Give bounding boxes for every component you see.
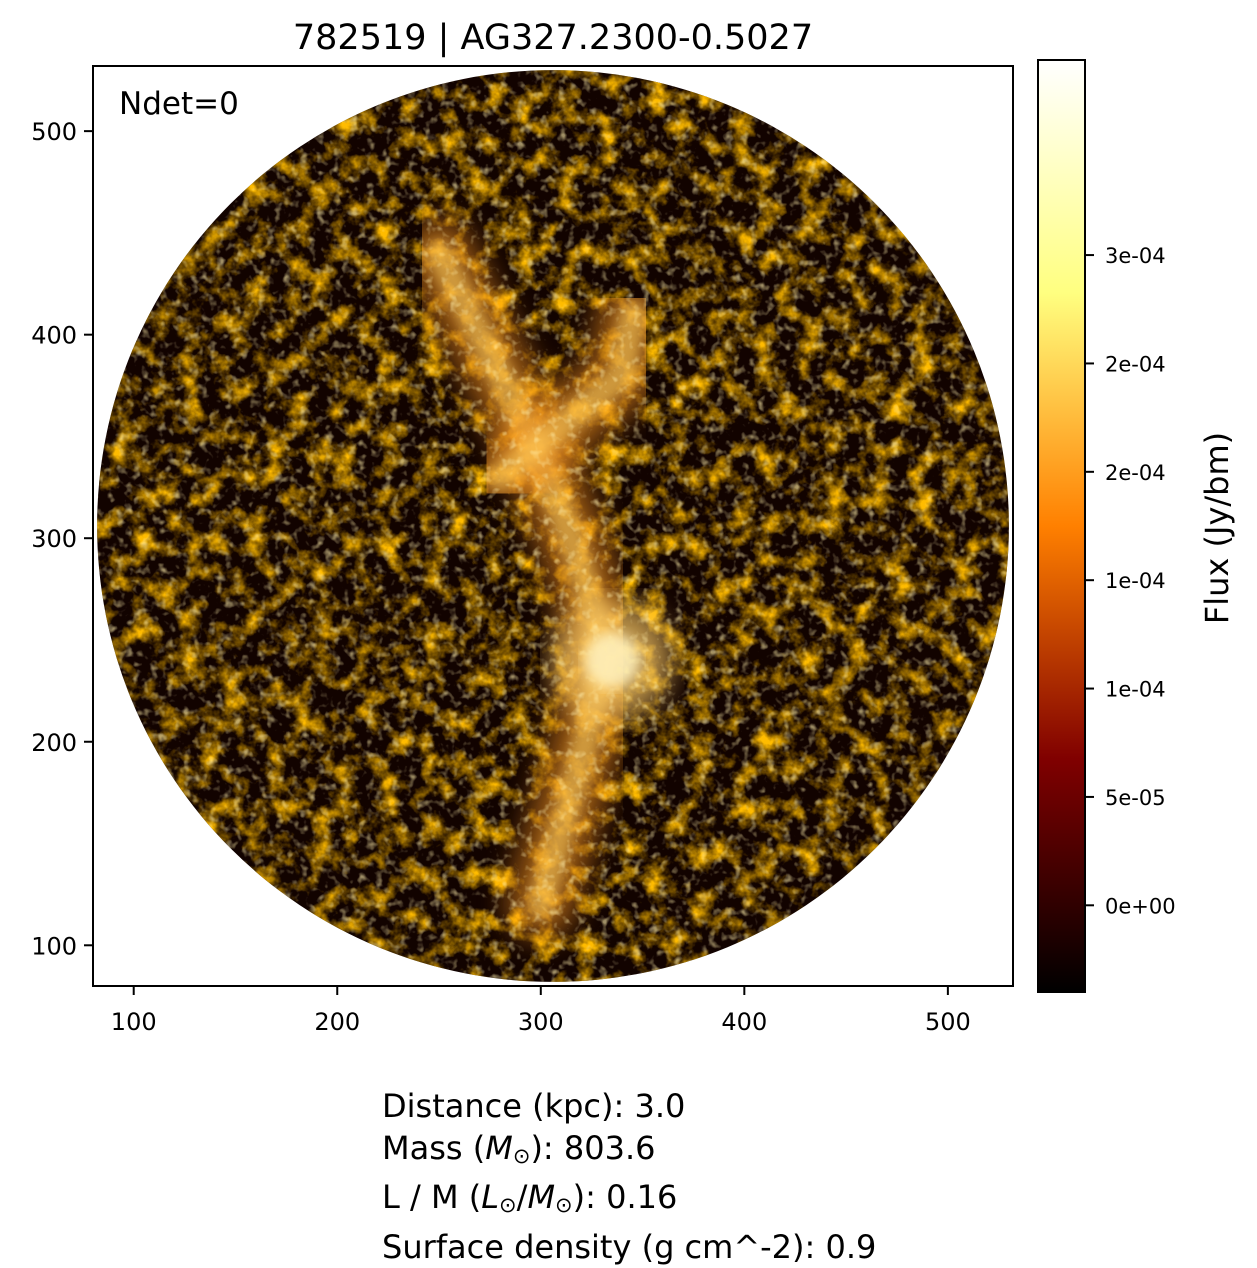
x-axis: 100 200 300 400 500 [111,986,971,1036]
stat-mass-prefix: Mass ( [382,1129,485,1167]
stat-distance: Distance (kpc): 3.0 [382,1086,876,1128]
stat-lm-sub2: ⊙ [555,1193,573,1217]
x-tick-label-300: 300 [518,1008,564,1036]
stat-mass-symbol: M [485,1129,513,1167]
x-tick-label-400: 400 [721,1008,767,1036]
colorbar-label: Flux (Jy/bm) [1198,432,1236,624]
map-fine-noise-layer [93,66,1013,986]
colorbar-tick-label-1: 5e-05 [1105,786,1166,810]
colorbar-tick-label-6: 3e-04 [1105,244,1166,268]
x-tick-label-100: 100 [111,1008,157,1036]
stat-mass-suffix: ): 803.6 [530,1129,655,1167]
y-tick-label-300: 300 [31,525,77,553]
colorbar-ticks: 0e+00 5e-05 1e-04 1e-04 2e-04 2e-04 3e-04 [1085,244,1176,918]
colorbar-tick-label-5: 2e-04 [1105,352,1166,376]
colorbar-tick-label-4: 2e-04 [1105,461,1166,485]
plot-area: Ndet=0 100 200 300 400 500 100 200 300 400 500 [31,66,1013,1036]
stat-surface-density: Surface density (g cm^-2): 0.9 [382,1227,876,1268]
stat-mass: Mass (M⊙): 803.6 [382,1128,876,1178]
stat-lm-m: M [527,1178,555,1216]
colorbar-tick-label-2: 1e-04 [1105,678,1166,702]
colorbar-tick-label-3: 1e-04 [1105,569,1166,593]
y-axis: 100 200 300 400 500 [31,118,93,960]
stat-lm-slash: / [517,1178,528,1216]
stats-block: Distance (kpc): 3.0 Mass (M⊙): 803.6 L /… [382,1086,876,1268]
ndet-annotation: Ndet=0 [119,86,239,122]
colorbar-tick-label-0: 0e+00 [1105,894,1176,918]
chart-title: 782519 | AG327.2300-0.5027 [293,18,813,58]
y-tick-label-200: 200 [31,729,77,757]
colorbar: 0e+00 5e-05 1e-04 1e-04 2e-04 2e-04 3e-04 Flux… [1038,60,1236,992]
colorbar-gradient [1038,60,1085,992]
stat-lm-l: L [481,1178,499,1216]
stat-mass-sub: ⊙ [513,1144,531,1168]
stat-lm-suffix: ): 0.16 [573,1178,678,1216]
x-tick-label-500: 500 [925,1008,971,1036]
y-tick-label-400: 400 [31,322,77,350]
y-tick-label-500: 500 [31,118,77,146]
x-tick-label-200: 200 [314,1008,360,1036]
stat-light-to-mass: L / M (L⊙/M⊙): 0.16 [382,1177,876,1227]
y-tick-label-100: 100 [31,932,77,960]
intensity-map [93,66,1013,986]
stat-lm-sub1: ⊙ [499,1193,517,1217]
stat-lm-prefix: L / M ( [382,1178,481,1216]
